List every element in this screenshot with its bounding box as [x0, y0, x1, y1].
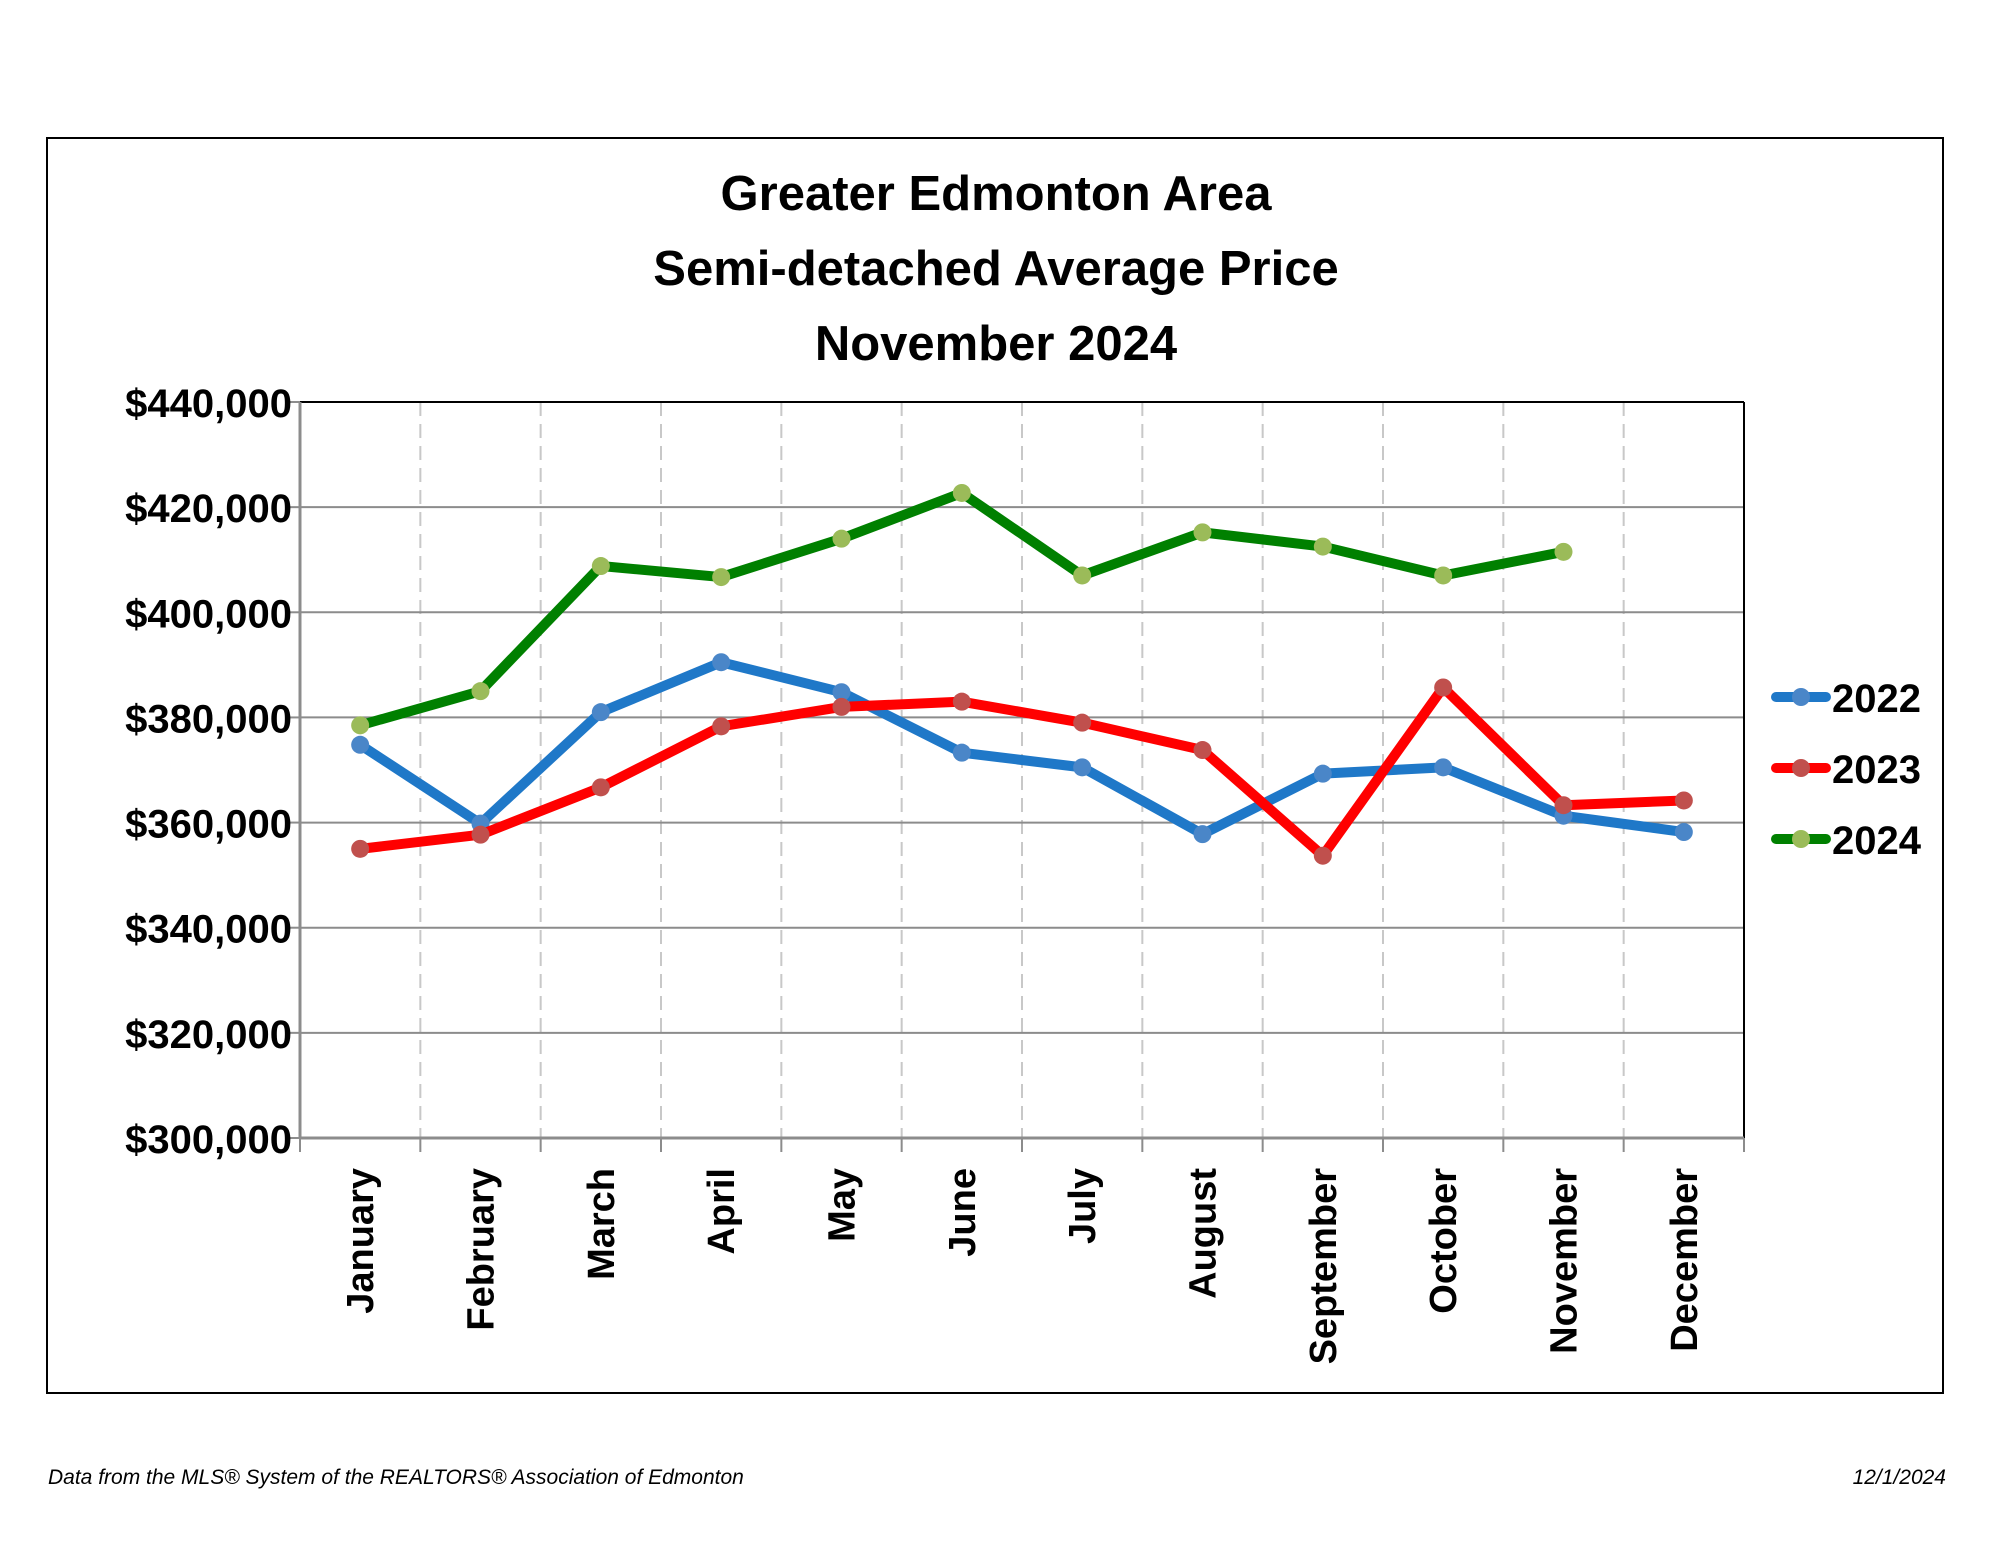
data-point-2022	[952, 743, 971, 762]
series-line-2023	[355, 682, 1689, 861]
data-point-2024	[952, 483, 971, 502]
x-tick-label: August	[1183, 1168, 1225, 1299]
data-point-2024	[712, 568, 731, 587]
data-point-2023	[1193, 741, 1212, 760]
data-point-2023	[351, 839, 370, 858]
y-tick-label: $400,000	[125, 592, 292, 636]
x-tick-label: December	[1664, 1168, 1706, 1352]
series-line-2022	[355, 657, 1689, 840]
legend-marker-2023	[1792, 759, 1810, 777]
data-point-2022	[1674, 823, 1693, 842]
data-point-2022	[591, 703, 610, 722]
data-point-2023	[591, 778, 610, 797]
y-tick-label: $380,000	[125, 697, 292, 741]
chart-title-line: Greater Edmonton Area	[721, 167, 1273, 221]
y-tick-label: $340,000	[125, 908, 292, 952]
data-point-2023	[471, 825, 490, 844]
data-point-2023	[712, 717, 731, 736]
x-tick-label: May	[822, 1168, 864, 1242]
x-tick-label: July	[1062, 1168, 1104, 1244]
x-tick-label: February	[461, 1168, 503, 1331]
data-point-2023	[1073, 713, 1092, 732]
legend-marker-2022	[1792, 688, 1810, 706]
legend-label-2023: 2023	[1832, 748, 1921, 792]
data-point-2024	[1554, 542, 1573, 561]
data-point-2022	[1193, 825, 1212, 844]
legend-label-2024: 2024	[1832, 819, 1922, 863]
x-tick-label: January	[340, 1168, 382, 1314]
y-tick-label: $440,000	[125, 382, 292, 426]
data-point-2023	[952, 692, 971, 711]
data-point-2024	[471, 682, 490, 701]
legend-marker-2024	[1792, 830, 1810, 848]
legend-label-2022: 2022	[1832, 677, 1921, 721]
y-tick-label: $320,000	[125, 1013, 292, 1057]
x-tick-label: September	[1303, 1168, 1345, 1365]
data-point-2022	[832, 683, 851, 702]
data-point-2024	[1073, 566, 1092, 585]
data-point-2023	[1434, 678, 1453, 697]
y-tick-label: $300,000	[125, 1118, 292, 1162]
footer-date: 12/1/2024	[1852, 1466, 1946, 1489]
data-point-2024	[1434, 566, 1453, 585]
data-point-2023	[832, 697, 851, 716]
y-tick-label: $420,000	[125, 487, 292, 531]
data-point-2022	[712, 653, 731, 672]
chart-title-line: Semi-detached Average Price	[653, 242, 1338, 296]
y-tick-label: $360,000	[125, 803, 292, 847]
data-point-2023	[1674, 791, 1693, 810]
data-point-2022	[1313, 764, 1332, 783]
data-point-2023	[1554, 796, 1573, 815]
data-point-2022	[1073, 758, 1092, 777]
data-point-2024	[351, 716, 370, 735]
data-point-2022	[1434, 758, 1453, 777]
data-point-2022	[351, 735, 370, 754]
chart-title-line: November 2024	[815, 317, 1177, 371]
data-point-2023	[1313, 846, 1332, 865]
x-tick-label: November	[1544, 1168, 1586, 1354]
x-tick-label: March	[581, 1168, 623, 1280]
data-point-2024	[1313, 537, 1332, 556]
data-point-2024	[832, 529, 851, 548]
x-tick-label: June	[942, 1168, 984, 1257]
chart-frame	[46, 137, 1944, 1394]
x-tick-label: April	[701, 1168, 743, 1255]
footer-source: Data from the MLS® System of the REALTOR…	[48, 1466, 744, 1489]
x-tick-label: October	[1423, 1168, 1465, 1314]
data-point-2024	[1193, 523, 1212, 542]
data-point-2024	[591, 557, 610, 576]
